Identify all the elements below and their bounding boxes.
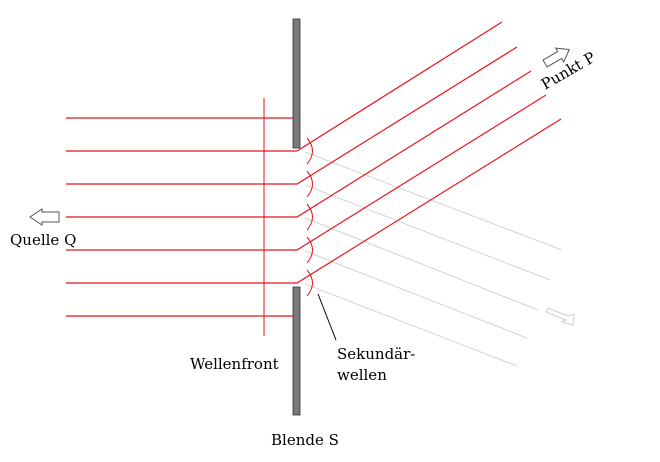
secondary-label-line1: Sekundär- bbox=[337, 345, 415, 363]
faint-ray-2 bbox=[304, 184, 551, 281]
wavelet-arc-2 bbox=[306, 170, 313, 198]
wavelet-arc-4 bbox=[306, 236, 313, 264]
secondary-wavelets bbox=[306, 137, 313, 297]
incident-ray-6 bbox=[66, 118, 562, 284]
incident-ray-3 bbox=[66, 46, 518, 185]
source-arrow-icon bbox=[29, 208, 60, 226]
incident-ray-5 bbox=[66, 94, 547, 251]
point-arrow-icon bbox=[542, 47, 570, 68]
faint-rays bbox=[304, 151, 563, 367]
wavefront-label: Wellenfront bbox=[190, 355, 279, 373]
aperture-plate-bottom bbox=[292, 286, 301, 416]
aperture-plate-top bbox=[292, 18, 301, 149]
incident-ray-2 bbox=[66, 21, 503, 152]
incident-ray-4 bbox=[66, 70, 532, 218]
secondary-label-line2: wellen bbox=[337, 366, 387, 384]
source-label: Quelle Q bbox=[10, 231, 76, 249]
incident-rays bbox=[66, 21, 562, 317]
wavelet-arc-3 bbox=[306, 203, 313, 231]
faint-ray-3 bbox=[304, 217, 539, 311]
point-label: Punkt P bbox=[538, 48, 598, 93]
faint-ray-4 bbox=[304, 250, 528, 339]
wavelet-arc-5 bbox=[306, 269, 313, 297]
wavelet-arc-1 bbox=[306, 137, 313, 165]
secondary-pointer-line bbox=[317, 293, 337, 341]
faint-ray-1 bbox=[304, 151, 563, 251]
faint-ray-5 bbox=[304, 283, 518, 367]
aperture-label: Blende S bbox=[271, 431, 339, 449]
faint-arrow-icon bbox=[545, 307, 575, 326]
